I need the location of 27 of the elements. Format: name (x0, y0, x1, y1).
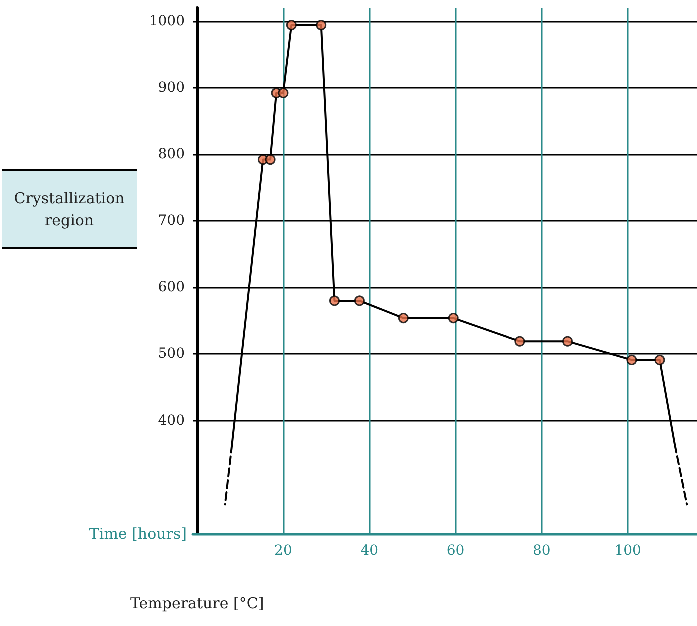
y-tick-label: 500 (158, 346, 185, 362)
x-tick-label: 20 (274, 543, 292, 559)
y-tick-label: 400 (158, 412, 185, 429)
point (278, 88, 289, 98)
y-tick-label: 600 (158, 280, 185, 296)
y-tick-label: 800 (158, 146, 185, 162)
point (562, 336, 574, 347)
y-tick-label: 1000 (149, 13, 185, 30)
point (654, 354, 666, 366)
point (448, 313, 459, 324)
x-tick-label: 40 (360, 543, 379, 559)
y-tick-label: 900 (158, 80, 185, 96)
point (626, 354, 638, 366)
x-tick-label: 60 (446, 543, 465, 559)
y-tick-label: 700 (158, 213, 185, 230)
point (329, 296, 340, 306)
point (286, 20, 297, 31)
x-axis-title: Time [hours] (89, 525, 187, 543)
point (514, 336, 526, 347)
point (398, 313, 409, 324)
x-tick-label: 80 (533, 543, 551, 559)
point (354, 296, 365, 306)
x-tick-label: 100 (614, 543, 642, 559)
point (265, 154, 276, 166)
point (316, 20, 327, 31)
text: Crystallization region (14, 190, 126, 230)
y-axis-title: Temperature [°C] (130, 594, 264, 612)
